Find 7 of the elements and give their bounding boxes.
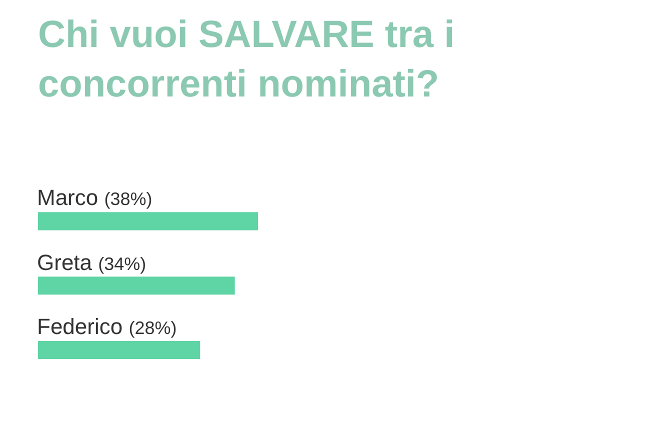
y-tick-label: Greta <box>37 250 92 275</box>
y-tick-label: Federico <box>37 314 123 339</box>
y-tick-label: Marco <box>37 185 98 210</box>
chart-title: Chi vuoi SALVARE tra i concorrenti nominati? <box>38 14 455 106</box>
data-label: (34%) <box>98 254 146 274</box>
data-label: (38%) <box>104 189 152 209</box>
data-label: (28%) <box>128 318 177 338</box>
